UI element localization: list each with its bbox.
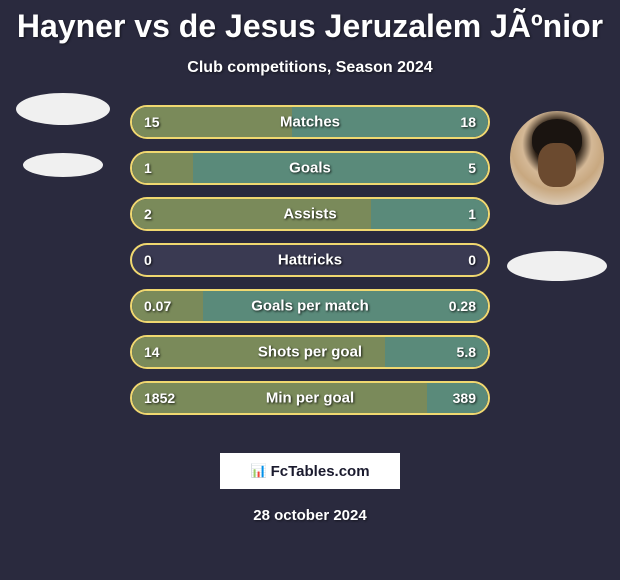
player-left-avatar-top bbox=[16, 93, 110, 125]
stat-row: Min per goal 1852 389 bbox=[130, 381, 490, 415]
stat-row: Goals per match 0.07 0.28 bbox=[130, 289, 490, 323]
stat-fill-left bbox=[132, 153, 193, 183]
stat-value-right: 5.8 bbox=[457, 344, 476, 360]
stat-value-left: 0 bbox=[144, 252, 152, 268]
stat-value-right: 18 bbox=[460, 114, 476, 130]
brand-badge: 📊 FcTables.com bbox=[220, 453, 400, 489]
stat-value-right: 5 bbox=[468, 160, 476, 176]
stat-value-right: 0 bbox=[468, 252, 476, 268]
chart-icon: 📊 bbox=[250, 463, 266, 479]
stat-value-right: 1 bbox=[468, 206, 476, 222]
stat-label: Shots per goal bbox=[258, 344, 362, 361]
stat-row: Hattricks 0 0 bbox=[130, 243, 490, 277]
stat-value-left: 14 bbox=[144, 344, 160, 360]
player-left-avatar-bottom bbox=[23, 153, 103, 177]
player-right-avatar bbox=[510, 111, 604, 205]
stat-row: Goals 1 5 bbox=[130, 151, 490, 185]
player-left-panel bbox=[8, 105, 118, 427]
stat-label: Goals bbox=[289, 160, 331, 177]
comparison-body: Matches1518Goals15Assists21Hattricks00Go… bbox=[0, 105, 620, 427]
stat-label: Hattricks bbox=[278, 252, 342, 269]
stat-value-left: 15 bbox=[144, 114, 160, 130]
comparison-subtitle: Club competitions, Season 2024 bbox=[0, 59, 620, 77]
footer-date: 28 october 2024 bbox=[0, 507, 620, 524]
stat-label: Assists bbox=[283, 206, 336, 223]
comparison-title: Hayner vs de Jesus Jeruzalem JÃºnior bbox=[0, 0, 620, 45]
stat-value-left: 1852 bbox=[144, 390, 175, 406]
stats-bars: Matches1518Goals15Assists21Hattricks00Go… bbox=[118, 105, 502, 427]
player-right-panel bbox=[502, 105, 612, 427]
stat-value-right: 0.28 bbox=[449, 298, 476, 314]
stat-value-left: 1 bbox=[144, 160, 152, 176]
stat-value-left: 2 bbox=[144, 206, 152, 222]
stat-row: Matches 15 18 bbox=[130, 105, 490, 139]
stat-label: Goals per match bbox=[251, 298, 369, 315]
stat-row: Shots per goal 14 5.8 bbox=[130, 335, 490, 369]
stat-value-right: 389 bbox=[453, 390, 476, 406]
stat-label: Matches bbox=[280, 114, 340, 131]
stat-label: Min per goal bbox=[266, 390, 354, 407]
brand-text: FcTables.com bbox=[271, 463, 370, 480]
stat-value-left: 0.07 bbox=[144, 298, 171, 314]
stat-fill-right bbox=[193, 153, 488, 183]
player-right-name-plate bbox=[507, 251, 607, 281]
stat-row: Assists 2 1 bbox=[130, 197, 490, 231]
